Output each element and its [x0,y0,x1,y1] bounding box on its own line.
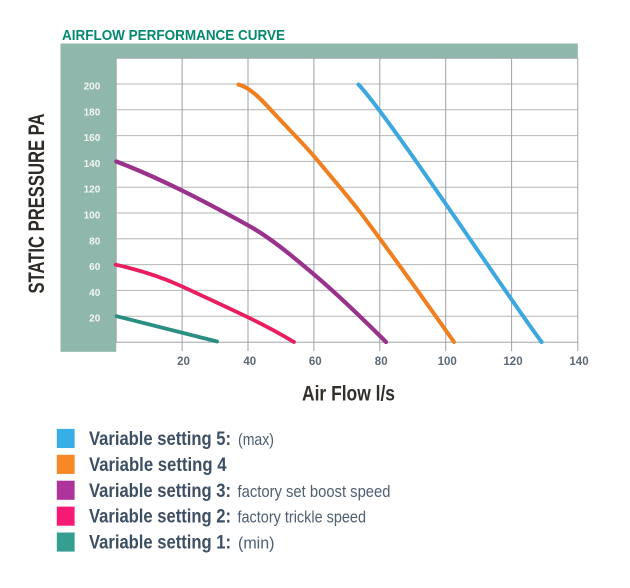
svg-text:140: 140 [84,159,101,170]
svg-text:(max): (max) [238,431,274,449]
svg-text:100: 100 [84,211,101,222]
svg-text:Variable setting 4: Variable setting 4 [89,455,227,476]
svg-text:20: 20 [89,314,101,325]
svg-text:60: 60 [309,356,322,368]
svg-text:Variable setting 1:: Variable setting 1: [89,533,231,554]
svg-text:20: 20 [177,356,190,368]
svg-text:(min): (min) [238,535,275,553]
svg-text:200: 200 [84,82,101,93]
svg-text:Variable setting 5:: Variable setting 5: [89,429,231,450]
svg-text:STATIC PRESSURE PA: STATIC PRESSURE PA [24,114,49,294]
svg-text:40: 40 [89,288,101,299]
svg-text:factory set boost speed: factory set boost speed [238,483,391,501]
svg-text:40: 40 [243,356,256,368]
svg-text:AIRFLOW PERFORMANCE CURVE: AIRFLOW PERFORMANCE CURVE [62,28,285,44]
svg-text:120: 120 [84,185,101,196]
svg-text:80: 80 [89,236,101,247]
svg-text:factory trickle speed: factory trickle speed [238,509,367,527]
svg-text:60: 60 [89,262,101,273]
svg-text:140: 140 [569,356,588,368]
svg-text:Variable setting 3:: Variable setting 3: [89,481,231,502]
svg-text:100: 100 [438,356,457,368]
svg-text:180: 180 [84,107,101,118]
svg-text:80: 80 [375,356,388,368]
svg-text:160: 160 [84,133,101,144]
svg-text:Air Flow l/s: Air Flow l/s [302,383,395,406]
svg-text:Variable setting 2:: Variable setting 2: [89,507,231,528]
svg-text:120: 120 [503,356,522,368]
